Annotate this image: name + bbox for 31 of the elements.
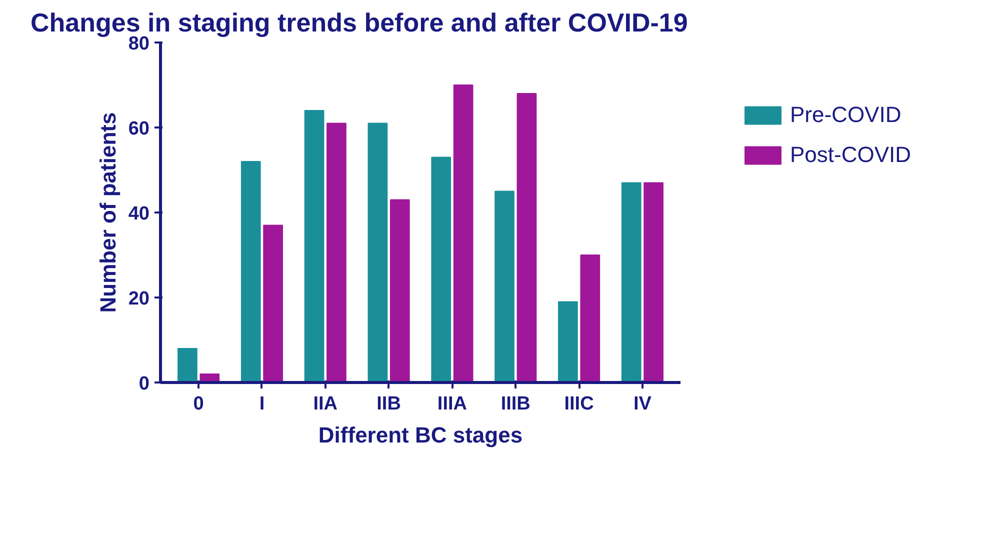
y-tick-label: 20 [128, 288, 150, 310]
legend-label: Pre-COVID [790, 102, 902, 128]
y-tick-label: 0 [138, 374, 150, 394]
x-tick-label: IIIA [437, 394, 468, 414]
bar [431, 156, 452, 382]
y-tick-label: 60 [128, 118, 150, 140]
x-tick-label: IV [633, 394, 652, 414]
y-tick-label: 40 [128, 204, 150, 224]
bar [516, 93, 537, 382]
x-tick-label: IIA [313, 394, 338, 414]
bar [178, 348, 198, 382]
bar [580, 254, 600, 382]
legend-label: Post-COVID [790, 142, 912, 168]
bar [390, 199, 410, 382]
x-tick-label: IIIC [564, 394, 594, 414]
bar [558, 301, 578, 382]
x-tick-label: 0 [193, 394, 204, 414]
x-tick-label: I [259, 394, 265, 414]
bar [304, 110, 324, 382]
bar [644, 182, 664, 382]
x-tick-label: IIIB [500, 394, 530, 414]
bar [368, 122, 388, 382]
bar [263, 224, 283, 382]
bar [621, 182, 642, 382]
bar [326, 122, 346, 382]
y-axis-title: Number of patients [95, 112, 120, 313]
bar [494, 190, 514, 382]
bar [240, 161, 261, 382]
x-axis-title: Different BC stages [318, 422, 523, 448]
x-tick-label: IIB [376, 394, 401, 414]
bar [453, 84, 474, 382]
